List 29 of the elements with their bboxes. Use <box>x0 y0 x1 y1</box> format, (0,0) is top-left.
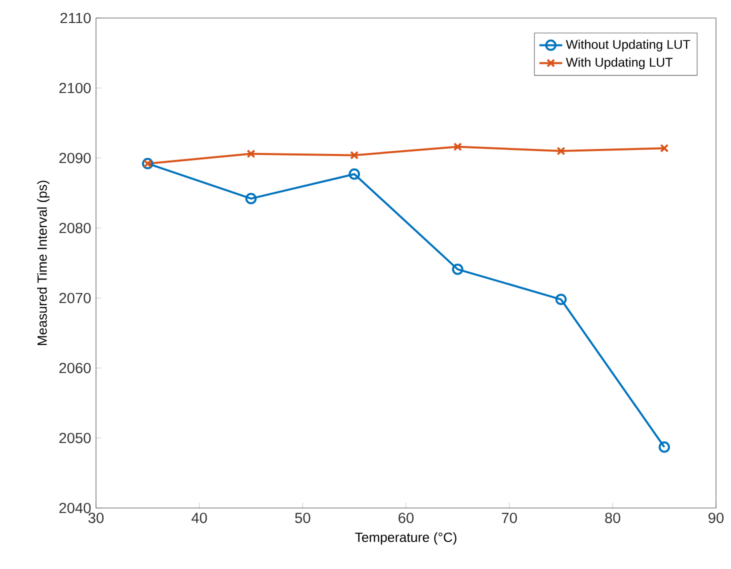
legend-label: Without Updating LUT <box>566 40 690 52</box>
y-tick-label: 2040 <box>59 502 91 514</box>
y-tick-label: 2110 <box>60 12 91 24</box>
x-tick-label: 80 <box>605 512 620 524</box>
x-tick-label: 40 <box>192 512 207 524</box>
y-tick-label: 2090 <box>59 152 91 164</box>
point <box>245 192 257 204</box>
x-axis-title: Temperature (°C) <box>355 532 456 545</box>
y-tick-label: 2070 <box>59 292 91 304</box>
y-tick-label: 2080 <box>59 222 91 234</box>
point <box>658 441 670 453</box>
x-tick-label: 60 <box>398 512 414 524</box>
legend-label: With Updating LUT <box>566 57 673 70</box>
x-tick-label: 90 <box>708 512 724 524</box>
y-tick-label: 2050 <box>59 432 91 444</box>
x-tick-label: 70 <box>502 512 517 524</box>
point <box>350 150 359 160</box>
point <box>246 150 256 158</box>
point <box>660 144 669 152</box>
point <box>348 168 360 180</box>
x-tick-label: 50 <box>295 512 310 524</box>
x-tick-label: 30 <box>88 512 104 524</box>
point <box>555 294 567 306</box>
point <box>453 142 462 152</box>
y-tick-label: 2060 <box>59 362 91 374</box>
y-axis-title: Measured Time Interval (ps) <box>37 180 50 346</box>
y-tick-label: 2100 <box>59 82 91 94</box>
point <box>452 264 464 275</box>
point <box>556 146 566 156</box>
